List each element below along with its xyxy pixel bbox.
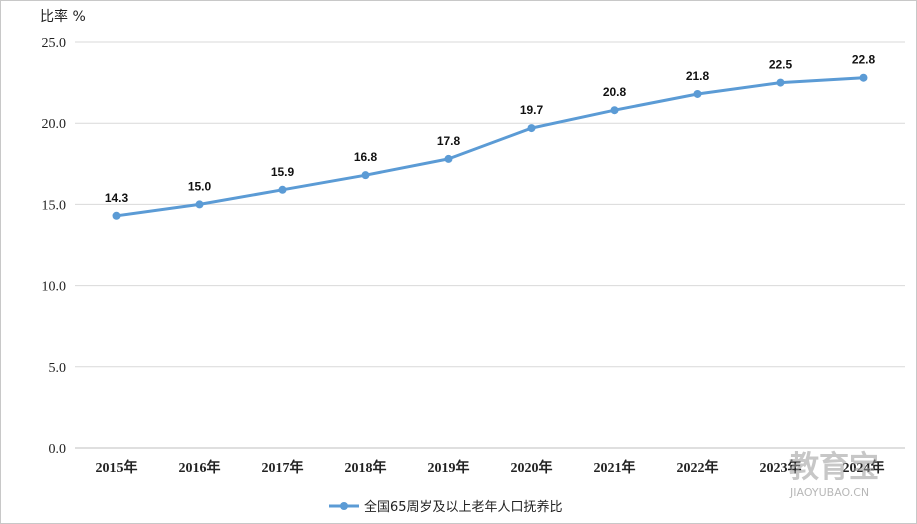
series [112, 73, 868, 220]
data-point [278, 185, 287, 194]
x-tick-label: 2019年 [428, 459, 470, 476]
y-tick-label: 25.0 [42, 36, 67, 51]
data-point [859, 73, 868, 82]
data-label: 19.7 [520, 103, 544, 117]
data-label: 20.8 [603, 85, 627, 99]
data-label: 22.5 [769, 58, 793, 72]
x-tick-label: 2021年 [594, 459, 636, 476]
y-axis-label: 比率 % [40, 8, 86, 25]
watermark-logo-text: 教育宝 [789, 450, 879, 485]
x-tick-label: 2018年 [345, 459, 387, 476]
data-labels: 14.3 15.0 15.9 16.8 17.8 19.7 20.8 21.8 22.5 22.8 [105, 53, 876, 205]
x-tick-label: 2024年 [843, 459, 885, 476]
y-ticks: 0.0 5.0 10.0 15.0 20.0 25.0 [42, 36, 67, 457]
data-point [776, 78, 785, 87]
y-tick-label: 15.0 [42, 198, 67, 213]
x-tick-label: 2017年 [262, 459, 304, 476]
data-point [693, 89, 702, 98]
data-point [112, 211, 121, 220]
data-point [610, 106, 619, 115]
y-tick-label: 20.0 [42, 117, 67, 132]
x-tick-label: 2023年 [760, 459, 802, 476]
data-point [195, 200, 204, 209]
gridlines [75, 41, 905, 449]
data-label: 22.8 [852, 53, 876, 67]
data-label: 15.0 [188, 179, 212, 193]
data-label: 17.8 [437, 134, 461, 148]
series-line [115, 76, 865, 218]
x-tick-label: 2022年 [677, 459, 719, 476]
y-tick-label: 5.0 [49, 361, 67, 376]
watermark: 教育宝 JIAOYUBAO.CN [789, 450, 879, 499]
watermark-url: JIAOYUBAO.CN [789, 486, 869, 499]
data-label: 16.8 [354, 150, 378, 164]
x-ticks: 2015年 2016年 2017年 2018年 2019年 2020年 2021年 2022年… [96, 459, 885, 476]
x-tick-label: 2020年 [511, 459, 553, 476]
data-label: 14.3 [105, 191, 129, 205]
legend-label: 全国65周岁及以上老年人口抚养比 [364, 499, 563, 515]
data-label: 21.8 [686, 69, 710, 83]
x-tick-label: 2015年 [96, 459, 138, 476]
legend-point-marker [340, 502, 348, 510]
data-point [361, 171, 370, 180]
data-label: 15.9 [271, 165, 295, 179]
y-tick-label: 10.0 [42, 280, 67, 295]
x-tick-label: 2016年 [179, 459, 221, 476]
data-point [527, 124, 536, 133]
legend: 全国65周岁及以上老年人口抚养比 [329, 499, 563, 515]
data-point [444, 154, 453, 163]
y-tick-label: 0.0 [49, 442, 67, 457]
